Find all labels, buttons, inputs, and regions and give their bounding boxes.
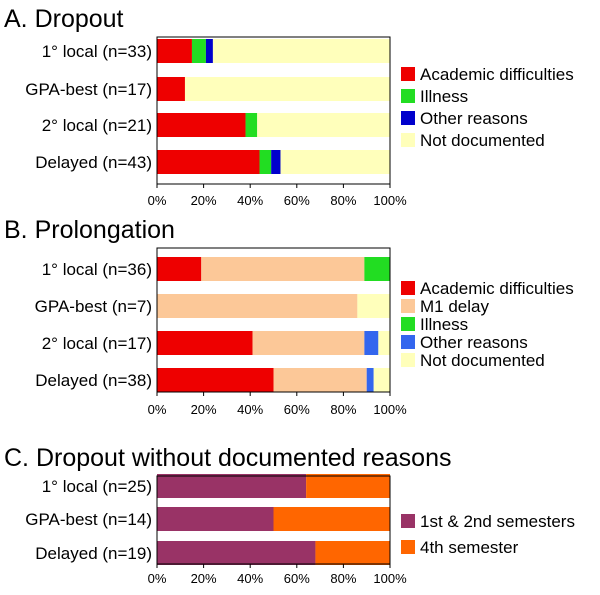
tick-label: 40%	[237, 193, 263, 208]
legend-label: 4th semester	[420, 538, 519, 557]
bar-segment	[157, 257, 202, 281]
legend-swatch	[401, 540, 415, 554]
tick-label: 100%	[373, 402, 407, 417]
tick-label: 0%	[148, 402, 167, 417]
legend-swatch	[401, 89, 415, 103]
panel-title: A. Dropout	[4, 5, 124, 33]
legend-label: Other reasons	[420, 333, 528, 352]
legend-swatch	[401, 299, 415, 313]
bar-segment	[273, 368, 367, 392]
tick-label: 80%	[330, 193, 356, 208]
bar-segment	[271, 150, 281, 174]
category-label: 1° local (n=25)	[42, 477, 152, 496]
category-label: 2° local (n=21)	[42, 116, 152, 135]
legend-label: Illness	[420, 315, 468, 334]
tick-label: 0%	[148, 571, 167, 586]
legend-label: Not documented	[420, 351, 545, 370]
panel-title: C. Dropout without documented reasons	[4, 444, 451, 472]
legend-swatch	[401, 353, 415, 367]
category-label: Delayed (n=43)	[35, 153, 152, 172]
legend-label: Academic difficulties	[420, 279, 574, 298]
bar-segment	[357, 294, 390, 318]
legend-swatch	[401, 514, 415, 528]
bar-segment	[157, 77, 185, 101]
legend-label: Other reasons	[420, 109, 528, 128]
bar-segment	[201, 257, 365, 281]
legend-swatch	[401, 67, 415, 81]
bar-segment	[257, 113, 390, 137]
plot-frame	[156, 36, 391, 185]
bar-segment	[157, 507, 274, 531]
tick-label: 20%	[191, 402, 217, 417]
category-label: Delayed (n=38)	[35, 371, 152, 390]
bar-segment	[157, 474, 307, 498]
bar-segment	[205, 39, 213, 63]
tick-label: 40%	[237, 402, 263, 417]
bar-segment	[184, 77, 390, 101]
bar-segment	[157, 541, 316, 565]
bar-segment	[366, 368, 374, 392]
bar-segment	[157, 368, 274, 392]
panel-title: B. Prolongation	[4, 216, 175, 244]
tick-label: 100%	[373, 571, 407, 586]
bar-segment	[378, 331, 390, 355]
bar-segment	[157, 113, 246, 137]
bar-segment	[157, 150, 260, 174]
category-label: 1° local (n=36)	[42, 260, 152, 279]
category-label: Delayed (n=19)	[35, 544, 152, 563]
tick-label: 100%	[373, 193, 407, 208]
category-label: GPA-best (n=17)	[25, 80, 152, 99]
panel-2: C. Dropout without documented reasons 1° …	[4, 444, 575, 586]
panel-1: B. Prolongation 1° local (n=36) GPA-best (…	[4, 216, 574, 417]
legend-label: 1st & 2nd semesters	[420, 512, 575, 531]
bar-segment	[280, 150, 390, 174]
bar-segment	[191, 39, 206, 63]
bar-segment	[157, 39, 192, 63]
tick-label: 60%	[284, 571, 310, 586]
legend-label: Illness	[420, 87, 468, 106]
tick-label: 20%	[191, 571, 217, 586]
legend-swatch	[401, 317, 415, 331]
tick-label: 60%	[284, 402, 310, 417]
bar-segment	[212, 39, 390, 63]
category-label: 1° local (n=33)	[42, 42, 152, 61]
bar-segment	[373, 368, 390, 392]
bar-segment	[157, 294, 358, 318]
category-label: 2° local (n=17)	[42, 334, 152, 353]
bar-segment	[364, 257, 390, 281]
bar-segment	[245, 113, 258, 137]
legend-label: Not documented	[420, 131, 545, 150]
legend-swatch	[401, 133, 415, 147]
bar-segment	[259, 150, 272, 174]
tick-label: 80%	[330, 571, 356, 586]
legend-swatch	[401, 111, 415, 125]
tick-label: 40%	[237, 571, 263, 586]
category-label: GPA-best (n=14)	[25, 510, 152, 529]
tick-label: 60%	[284, 193, 310, 208]
legend-swatch	[401, 335, 415, 349]
plot-frame	[156, 247, 391, 393]
plot-frame	[156, 475, 391, 565]
bar-segment	[157, 331, 253, 355]
legend-swatch	[401, 281, 415, 295]
bar-segment	[306, 474, 390, 498]
bar-segment	[364, 331, 379, 355]
bar-segment	[273, 507, 390, 531]
legend-label: Academic difficulties	[420, 65, 574, 84]
tick-label: 0%	[148, 193, 167, 208]
bar-segment	[315, 541, 390, 565]
category-label: GPA-best (n=7)	[35, 297, 152, 316]
legend-label: M1 delay	[420, 297, 489, 316]
tick-label: 20%	[191, 193, 217, 208]
tick-label: 80%	[330, 402, 356, 417]
panel-0: A. Dropout 1° local (n=33) GPA-best (n=17)…	[4, 5, 574, 208]
bar-segment	[252, 331, 365, 355]
